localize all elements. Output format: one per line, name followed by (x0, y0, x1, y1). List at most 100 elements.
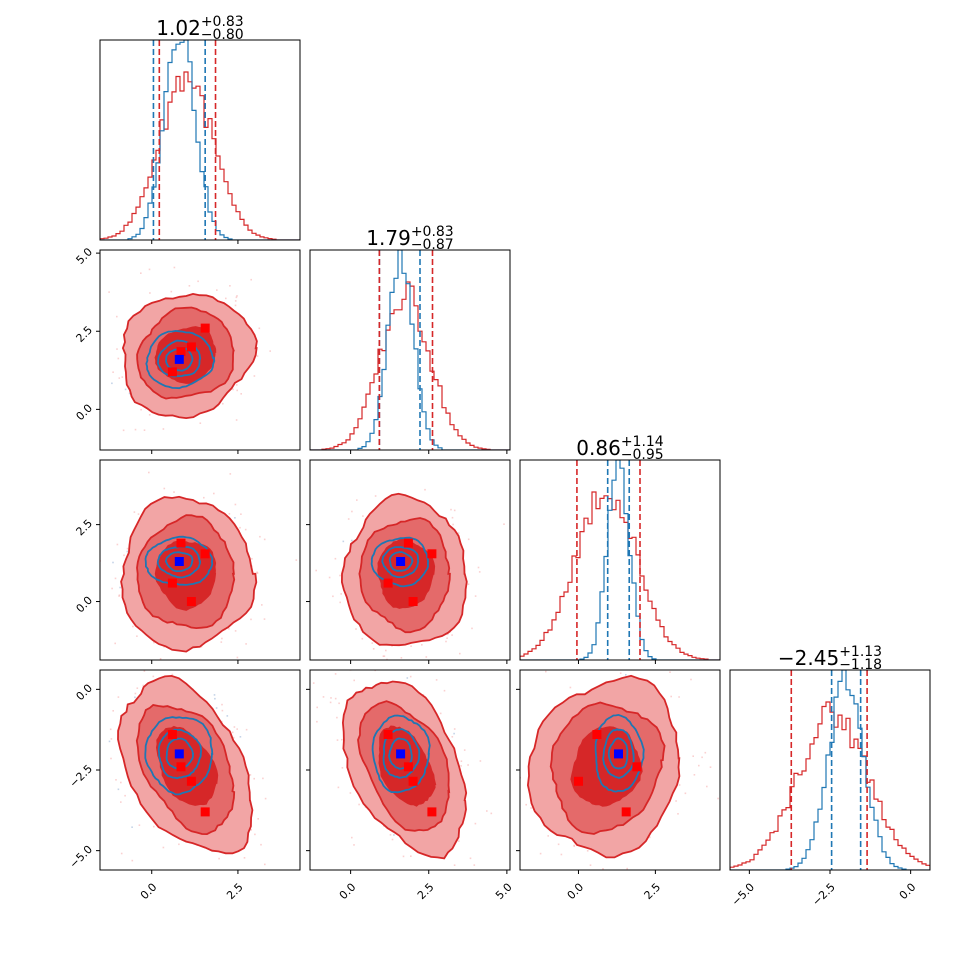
scatter-point (232, 388, 234, 391)
scatter-point (198, 871, 200, 873)
scatter-point (228, 628, 230, 630)
scatter-point (368, 871, 370, 873)
scatter-point (117, 696, 120, 698)
scatter-point (253, 777, 255, 780)
scatter-point (602, 868, 604, 870)
scatter-point (356, 499, 358, 501)
scatter-point (698, 764, 700, 767)
blue-contour-3 (164, 551, 194, 573)
scatter-point (244, 528, 247, 531)
scatter-point (236, 656, 239, 659)
scatter-point (140, 408, 142, 411)
scatter-point (598, 626, 600, 628)
scatter-point (547, 835, 549, 837)
scatter-point (200, 645, 203, 648)
scatter-point (410, 855, 412, 857)
scatter-point (235, 419, 238, 421)
scatter-point (573, 845, 576, 847)
truth-marker-red (621, 807, 631, 817)
scatter-point (152, 675, 155, 678)
scatter-point (122, 429, 125, 432)
panel-2d-1-0 (97, 266, 271, 432)
scatter-point (386, 671, 388, 673)
panel-frame (729, 669, 931, 871)
scatter-point (386, 658, 388, 660)
scatter-point (112, 561, 114, 564)
truth-marker-red (186, 776, 196, 786)
scatter-point (253, 375, 256, 377)
blue-contour-3 (388, 550, 414, 572)
scatter-point (678, 696, 680, 698)
scatter-point (118, 595, 120, 597)
panel-2d-3-1 (312, 652, 493, 880)
scatter-point (213, 492, 215, 495)
scatter-point (504, 792, 506, 794)
x-tick-label: 0.0 (337, 881, 359, 903)
scatter-point (385, 649, 387, 652)
scatter-point (116, 315, 118, 318)
scatter-point (569, 686, 572, 689)
scatter-point (263, 618, 266, 620)
scatter-point (221, 703, 223, 706)
scatter-point (178, 843, 180, 846)
scatter-point (431, 878, 433, 880)
panel-2d-3-2 (504, 626, 720, 885)
scatter-point (260, 843, 262, 846)
scatter-point (665, 883, 667, 885)
x-tick-label: 2.5 (224, 881, 246, 903)
panel-title-lower: −0.87 (411, 237, 454, 253)
blue-contour-2 (382, 728, 421, 779)
scatter-point (361, 637, 364, 640)
scatter-point (148, 414, 151, 416)
scatter-point (670, 695, 672, 698)
scatter-point (341, 767, 344, 769)
panel-hist-3 (730, 670, 930, 870)
truth-marker-red (408, 597, 418, 606)
histogram-blue (730, 670, 930, 870)
scatter-point (424, 488, 426, 491)
scatter-point (295, 559, 298, 561)
scatter-point (358, 803, 360, 806)
scatter-point (140, 272, 142, 274)
truth-marker-blue (174, 354, 184, 364)
scatter-point (109, 728, 112, 731)
truth-marker-red (427, 549, 437, 559)
y-tick-label: 2.5 (74, 323, 96, 345)
scatter-point (123, 554, 125, 557)
scatter-point (71, 590, 73, 592)
scatter-point (382, 655, 385, 657)
scatter-point (349, 792, 352, 794)
scatter-point (234, 503, 237, 506)
scatter-point (391, 838, 394, 841)
truth-marker-red (427, 807, 437, 817)
scatter-point (236, 295, 238, 297)
scatter-point (545, 670, 547, 673)
scatter-point (214, 697, 216, 700)
scatter-point (467, 583, 470, 585)
scatter-point (126, 547, 129, 550)
scatter-point (586, 850, 589, 852)
scatter-point (451, 736, 454, 738)
scatter-point (626, 867, 628, 870)
scatter-point (353, 844, 355, 846)
truth-marker-red (408, 776, 418, 786)
blue-contour-2 (602, 728, 635, 779)
scatter-point (374, 495, 377, 497)
scatter-point (188, 285, 191, 287)
scatter-point (453, 732, 455, 735)
scatter-point (234, 630, 237, 632)
scatter-point (507, 773, 509, 775)
panel-frame (99, 249, 301, 451)
scatter-point (362, 515, 364, 517)
scatter-point (474, 595, 477, 597)
scatter-point (174, 671, 176, 673)
scatter-point (114, 577, 117, 580)
scatter-point (264, 797, 267, 800)
scatter-point (571, 665, 573, 667)
scatter-point (334, 697, 337, 700)
scatter-point (229, 285, 231, 287)
truth-marker-red (383, 578, 393, 588)
scatter-point (510, 763, 512, 765)
scatter-point (385, 652, 387, 654)
scatter-point (97, 391, 99, 393)
